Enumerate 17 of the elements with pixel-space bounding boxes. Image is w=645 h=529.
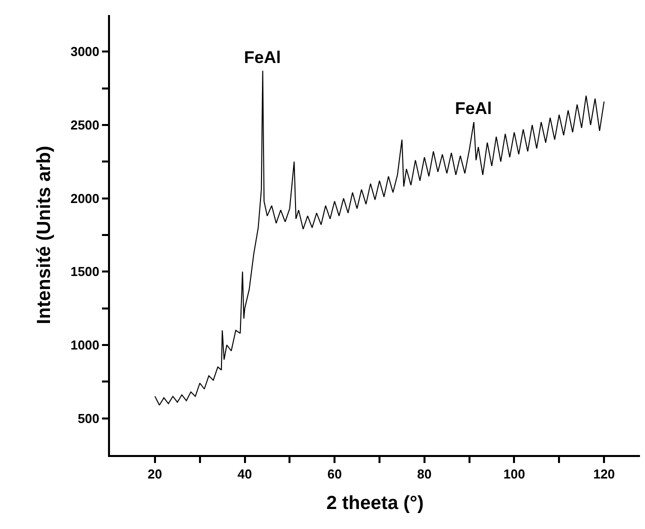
annotation: FeAl xyxy=(244,48,281,67)
annotation: FeAl xyxy=(455,99,492,118)
y-tick-label: 1500 xyxy=(70,264,100,280)
line-series xyxy=(154,70,605,406)
y-tick-label: 3000 xyxy=(70,44,100,60)
y-axis-title: Intensité (Units arb) xyxy=(34,146,55,324)
y-tick-label: 2500 xyxy=(70,118,100,133)
x-axis-title: 2 theeta (°) xyxy=(326,492,424,514)
x-tick-label: 100 xyxy=(503,466,526,482)
y-tick-label: 2000 xyxy=(70,190,100,206)
x-tick-label: 60 xyxy=(327,466,342,482)
x-tick-label: 20 xyxy=(148,466,162,482)
y-tick-label: 1000 xyxy=(70,338,100,353)
x-tick-label: 40 xyxy=(238,466,252,482)
x-tick-label: 80 xyxy=(417,466,432,482)
x-tick-label: 120 xyxy=(593,466,615,482)
y-tick-label: 500 xyxy=(78,410,100,426)
